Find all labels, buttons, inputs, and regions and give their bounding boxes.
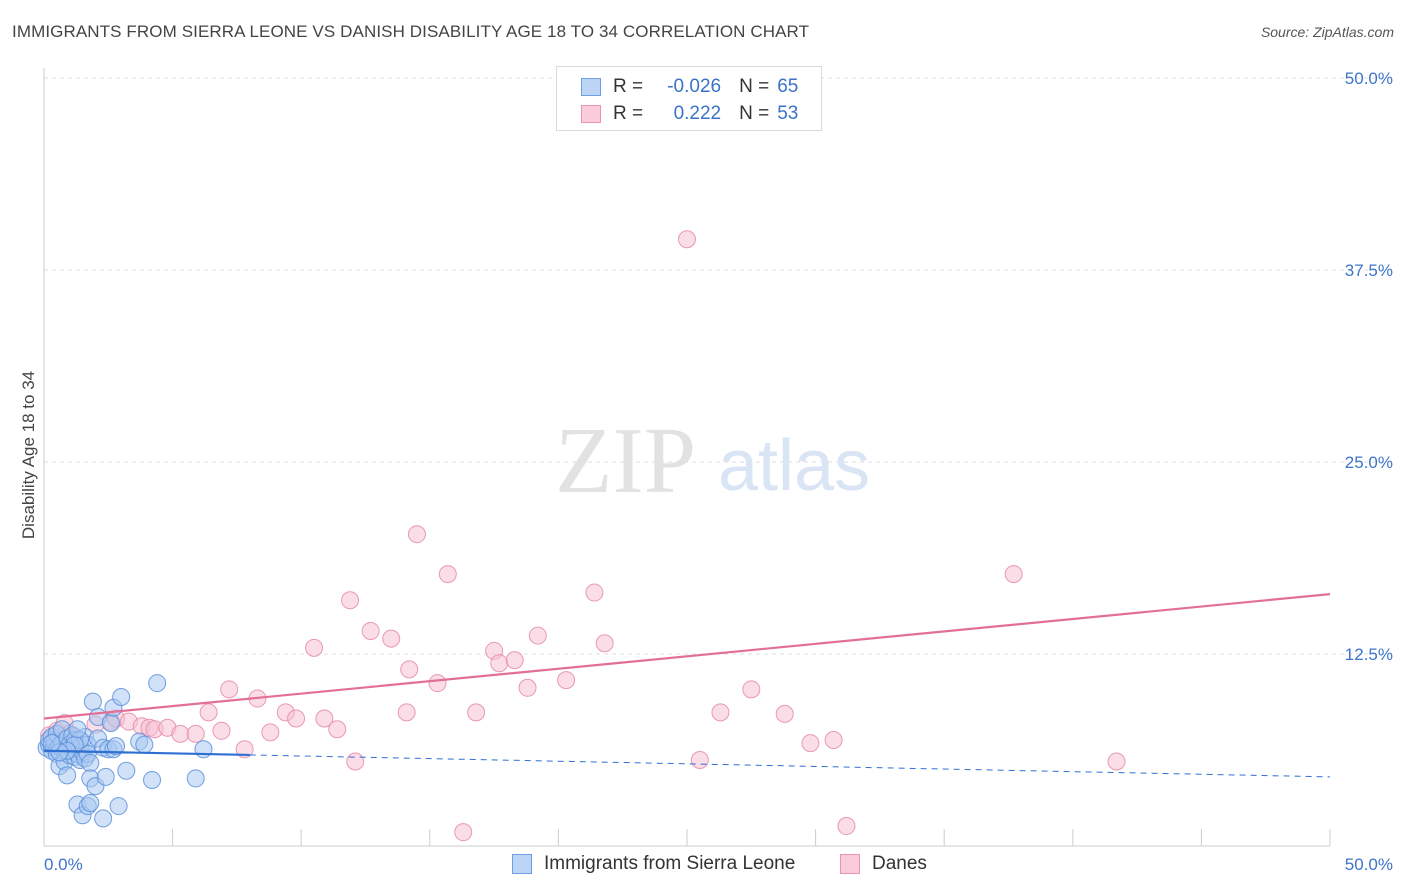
sierra-leone-point: [81, 793, 100, 812]
danes-point: [361, 621, 380, 640]
sierra-leone-point: [83, 692, 102, 711]
danes-point: [518, 678, 537, 697]
danes-point: [775, 704, 794, 723]
danes-point: [711, 703, 730, 722]
sierra-leone-point: [112, 688, 131, 707]
danes-point: [328, 720, 347, 739]
legend-row-sierra-leone: R = -0.026 N = 65: [581, 74, 798, 100]
danes-point: [438, 565, 457, 584]
y-tick-label: 25.0%: [1345, 453, 1393, 472]
trend-lines: [43, 593, 1331, 778]
watermark-zip: ZIP: [555, 409, 696, 513]
tick-labels: 12.5% 25.0% 37.5% 50.0% 0.0% 50.0%: [44, 69, 1393, 874]
danes-point: [212, 721, 231, 740]
sierra-leone-point: [94, 809, 113, 828]
sierra-leone-trend-solid: [43, 749, 250, 757]
sierra-leone-point: [96, 767, 115, 786]
danes-point: [490, 654, 509, 673]
legend-r-label: R =: [613, 103, 644, 124]
y-tick-label: 50.0%: [1345, 69, 1393, 88]
danes-point: [382, 629, 401, 648]
danes-point: [428, 674, 447, 693]
danes-point: [1004, 565, 1023, 584]
danes-point: [400, 660, 419, 679]
bottom-legend-swatch-pink: [840, 854, 860, 874]
axes: [43, 68, 1331, 847]
bottom-legend-label: Immigrants from Sierra Leone: [544, 853, 796, 874]
sierra-leone-trend-dashed: [249, 754, 1331, 778]
bottom-legend-sierra-leone: Immigrants from Sierra Leone: [512, 851, 795, 877]
danes-point: [1107, 752, 1126, 771]
chart-title: IMMIGRANTS FROM SIERRA LEONE VS DANISH D…: [12, 22, 810, 41]
danes-point: [454, 823, 473, 842]
danes-point: [341, 591, 360, 610]
danes-point: [261, 723, 280, 742]
watermark-atlas: atlas: [718, 426, 870, 506]
bottom-legend-danes: Danes: [840, 851, 927, 877]
sierra-leone-point: [42, 734, 61, 753]
legend-r-value: 0.222: [673, 103, 722, 124]
danes-point: [505, 651, 524, 670]
sierra-leone-point: [81, 754, 100, 773]
danes-point: [186, 724, 205, 743]
watermark: ZIP atlas: [555, 409, 870, 513]
legend-n-value: 65: [777, 76, 799, 97]
danes-point: [467, 703, 486, 722]
danes-point: [407, 525, 426, 544]
y-tick-label: 37.5%: [1345, 261, 1393, 280]
danes-point: [199, 703, 218, 722]
danes-point: [742, 680, 761, 699]
sierra-leone-point: [135, 735, 154, 754]
legend-n-label: N =: [739, 76, 770, 97]
sierra-leone-point: [101, 714, 120, 733]
gridlines: [44, 77, 1396, 655]
legend-row-danes: R = 0.222 N = 53: [581, 101, 798, 127]
danes-point: [528, 626, 547, 645]
danes-point: [171, 724, 190, 743]
sierra-leone-point: [68, 720, 87, 739]
danes-point: [235, 740, 254, 759]
danes-point: [287, 709, 306, 728]
stats-legend: R = -0.026 N = 65 R = 0.222 N = 53: [556, 66, 822, 131]
bottom-legend-swatch-blue: [512, 854, 532, 874]
sierra-leone-point: [186, 769, 205, 788]
danes-point: [678, 230, 696, 249]
x-tick-label: 0.0%: [44, 855, 83, 874]
y-tick-label: 12.5%: [1345, 645, 1393, 664]
legend-swatch-pink: [581, 105, 601, 123]
danes-point: [801, 734, 820, 753]
bottom-legend-label: Danes: [872, 853, 927, 874]
legend-n-label: N =: [739, 103, 770, 124]
sierra-leone-point: [109, 797, 128, 816]
danes-point: [346, 752, 365, 771]
danes-point: [397, 703, 416, 722]
sierra-leone-point: [143, 770, 162, 789]
danes-trend-line: [43, 593, 1331, 720]
sierra-leone-point: [107, 737, 126, 756]
sierra-leone-point: [58, 766, 77, 785]
legend-r-label: R =: [613, 76, 644, 97]
danes-point: [315, 709, 334, 728]
sierra-leone-point: [117, 761, 136, 780]
x-tick-label: 50.0%: [1345, 855, 1393, 874]
danes-point: [837, 817, 856, 836]
legend-swatch-blue: [581, 78, 601, 96]
legend-n-value: 53: [777, 103, 799, 124]
danes-point: [220, 680, 239, 699]
danes-point: [595, 634, 614, 653]
danes-point: [690, 750, 709, 769]
legend-r-value: -0.026: [667, 76, 722, 97]
danes-point: [824, 731, 843, 750]
danes-point: [557, 671, 576, 690]
danes-point: [305, 638, 324, 657]
source-label: Source: ZipAtlas.com: [1260, 24, 1394, 40]
sierra-leone-point: [148, 674, 167, 693]
danes-point: [585, 583, 604, 602]
y-axis-label: Disability Age 18 to 34: [19, 371, 38, 539]
